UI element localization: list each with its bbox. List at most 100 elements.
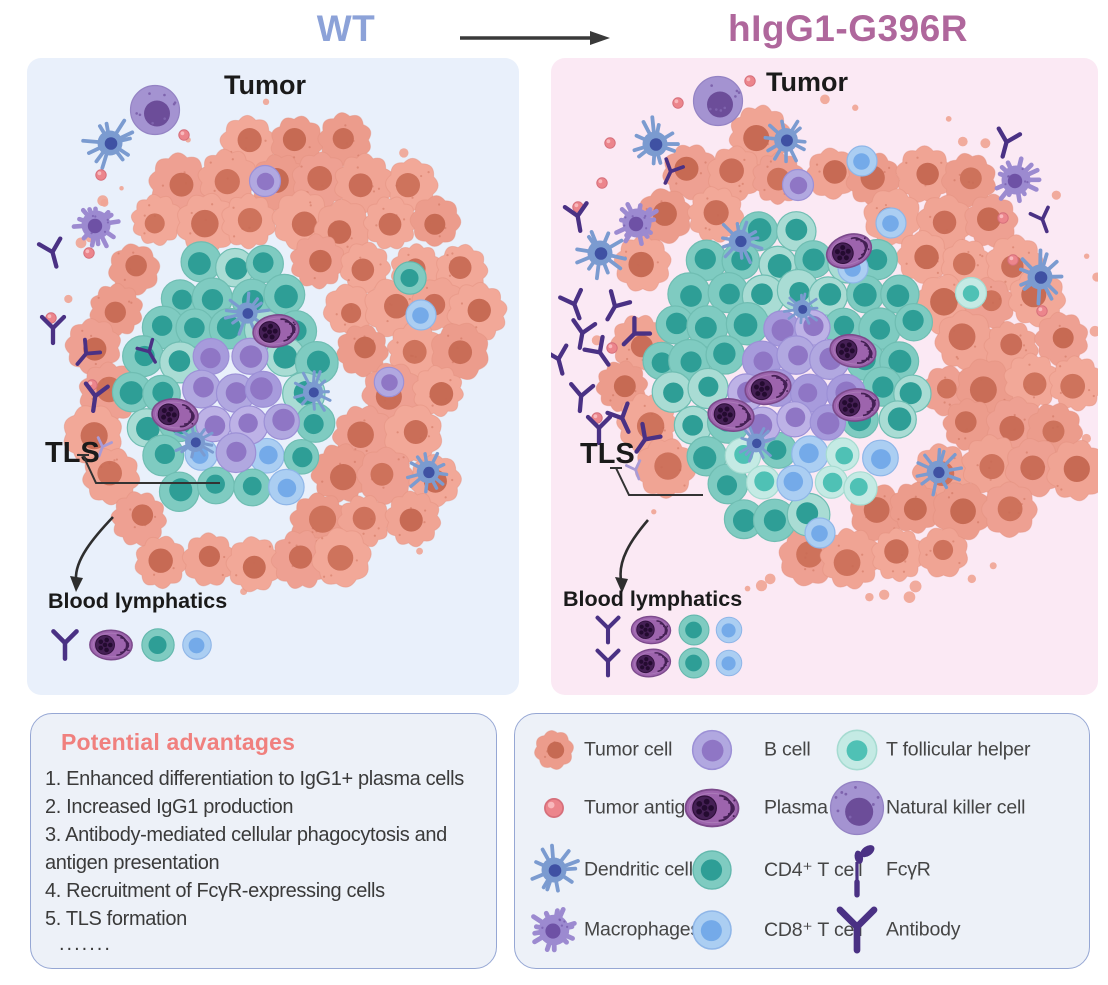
advantages-list: 1. Enhanced differentiation to IgG1+ pla… [45,765,486,933]
fcgr-receptor [854,845,875,898]
b-cell [248,164,282,198]
tls-connector-line [610,467,703,496]
b-cell-icon [691,729,733,771]
b-cell [691,729,733,771]
plasma-cell [89,629,133,661]
legend-label: Tumor cell [584,738,673,761]
tls-cluster [111,241,339,512]
antibody-icon [836,906,878,954]
natural-killer-cell [129,84,181,136]
tumor-antigen-icon [544,798,564,818]
antibody [75,337,103,366]
dendritic-cell [81,118,135,170]
wt-tumor-illustration: Tumor TLS Blood lymphatics [36,70,508,662]
plasma-cell [630,648,672,678]
dendritic-cell [293,370,332,412]
antibody [624,459,642,481]
tumor-antigen [606,342,618,354]
dendritic-cell [1018,248,1064,306]
dendritic-cell-icon [530,843,580,893]
cd4-t-cell [141,628,175,662]
cd8-t-cell [182,630,212,660]
mutant-title: hIgG1-G396R [728,8,968,49]
cd8-t-cell [692,910,732,950]
antibody [551,343,569,376]
plasma-cell [832,388,880,422]
cd8-t-cell [846,145,878,177]
tumor-antigen [544,798,564,818]
advantage-item: 1. Enhanced differentiation to IgG1+ pla… [45,768,464,790]
tumor-antigen [604,137,616,149]
advantage-item: 3. Antibody-mediated cellular phagocytos… [45,824,447,874]
cd4-t-cell [692,850,732,890]
tumor-mass [595,104,1098,590]
dendritic-cell [405,451,449,494]
legend-label: CD4⁺ T cell [764,859,863,881]
tls-label: TLS [45,437,100,469]
blood-lymphatics-cells [595,614,743,679]
tumor-antigen [672,97,684,109]
blood-lymphatics-label: Blood lymphatics [563,587,742,611]
tumor-cell-icon [534,730,574,770]
antibody [558,287,584,321]
fcgr-icon [854,845,875,898]
macrophage [614,202,659,247]
plasma-cell [744,370,792,406]
immune-cells [36,84,449,494]
tumor-cell [534,730,574,770]
antibody [663,157,685,185]
cd8-t-cell [715,616,743,644]
antibody [605,289,633,322]
advantages-ellipsis: ....... [59,933,112,955]
legend-label: CD8⁺ T cell [764,919,863,941]
potential-advantages-box: Potential advantages 1. Enhanced differe… [30,713,497,969]
mutant-panel: Tumor TLS Blood lymphatics [551,58,1098,695]
tumor-antigen [1007,254,1019,266]
cd4-t-cell [678,614,710,646]
antibody [621,315,653,347]
tumor-antigen [83,247,95,259]
legend-label: FcγR [886,858,931,881]
antibody [39,314,67,346]
blood-lymphatics-label: Blood lymphatics [48,589,227,613]
legend-label: Dendritic cells [584,858,703,881]
cd4-t-cell [678,647,710,679]
antibody [562,201,589,233]
plasma-cell [829,333,877,369]
mutant-tumor-illustration: Tumor TLS Blood lymphatics [551,67,1098,679]
antibody [996,126,1023,159]
cd8-t-cell [875,207,907,239]
antibody [595,648,621,678]
dendritic-cell [782,292,819,325]
dendritic-cell [530,843,580,893]
tumor-antigen [178,129,190,141]
antibody [1028,205,1050,234]
plasma-cell [707,398,755,432]
antibody [569,381,596,414]
tls-cluster [642,211,934,543]
natural-killer-cell-icon [829,780,885,836]
legend-label: Macrophages [584,918,700,941]
dendritic-cell [763,119,807,164]
t-follicular-helper-icon [836,729,878,771]
antibody [605,401,631,434]
plasma-cell-icon [684,788,740,828]
legend-box: Tumor cell Tumor antigen Dendritic cells Ma… [514,713,1090,969]
annotations: Tumor TLS Blood lymphatics [563,67,848,611]
plasma-cell [630,615,672,645]
advantage-item: 2. Increased IgG1 production [45,796,294,818]
tumor-label: Tumor [224,70,306,100]
antibody [36,236,63,269]
cd8-t-cell [804,517,836,549]
plasma-cell [151,398,199,432]
tls-to-blood-arrow [619,519,649,581]
tumor-antigen [95,169,107,181]
legend-label: Antibody [886,918,961,941]
natural-killer-cell [829,780,885,836]
tumor-antigen [596,177,608,189]
antibody [582,334,611,367]
macrophage-icon [531,907,577,953]
macrophage [994,156,1042,204]
cd8-t-cell [405,299,437,331]
